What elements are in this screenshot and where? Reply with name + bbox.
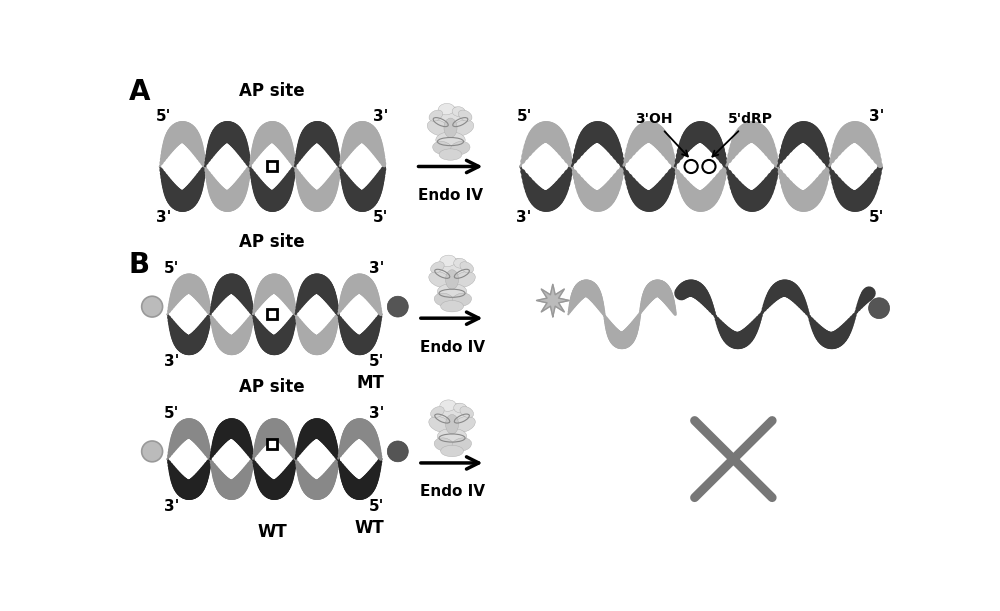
Ellipse shape [434,293,454,306]
Ellipse shape [453,416,475,432]
Polygon shape [537,284,569,316]
Ellipse shape [436,132,465,148]
Ellipse shape [452,107,465,117]
Ellipse shape [440,400,456,411]
Ellipse shape [431,262,444,273]
Ellipse shape [452,438,472,451]
Ellipse shape [444,118,457,137]
Ellipse shape [454,403,467,413]
Text: WT: WT [355,519,385,537]
Text: 5': 5' [373,210,388,225]
Circle shape [387,441,408,462]
Ellipse shape [439,149,462,160]
Bar [267,439,277,448]
Ellipse shape [454,258,467,268]
Text: 5'dRP: 5'dRP [712,112,773,156]
Text: 3': 3' [373,109,388,124]
Ellipse shape [460,406,474,418]
Ellipse shape [460,262,474,273]
Bar [267,161,277,172]
Text: B: B [129,251,150,279]
Text: A: A [129,78,150,106]
Circle shape [142,441,163,462]
Text: AP site: AP site [239,81,305,100]
Text: 5': 5' [369,499,385,514]
Bar [267,309,277,320]
Text: 3': 3' [369,406,385,420]
Ellipse shape [441,445,463,456]
Circle shape [387,296,408,317]
Ellipse shape [436,403,468,424]
Ellipse shape [453,272,475,287]
Text: Endo IV: Endo IV [418,188,483,203]
Ellipse shape [452,293,472,306]
Text: 5': 5' [369,354,385,370]
Ellipse shape [446,414,459,434]
Text: Endo IV: Endo IV [420,340,485,355]
Circle shape [869,298,890,318]
Text: 3': 3' [869,109,885,124]
Text: 3': 3' [164,499,179,514]
Text: 5': 5' [164,261,179,276]
Ellipse shape [429,416,451,432]
Circle shape [685,160,698,173]
Ellipse shape [440,255,456,266]
Ellipse shape [458,110,472,121]
Ellipse shape [451,141,470,155]
Ellipse shape [429,272,451,287]
Text: Endo IV: Endo IV [420,485,485,500]
Ellipse shape [433,141,452,155]
Ellipse shape [437,284,467,300]
Ellipse shape [437,428,467,444]
Ellipse shape [435,107,466,128]
Text: MT: MT [357,375,385,392]
Circle shape [702,160,716,173]
Text: 3': 3' [156,210,171,225]
Ellipse shape [429,110,443,121]
Ellipse shape [431,406,444,418]
Text: 5': 5' [869,210,885,225]
Text: 3'OH: 3'OH [635,112,688,156]
Ellipse shape [441,301,463,312]
Text: 3': 3' [516,210,532,225]
Ellipse shape [436,258,468,279]
Text: 5': 5' [164,406,179,420]
Ellipse shape [438,103,455,115]
Ellipse shape [446,269,459,289]
Text: WT: WT [257,522,287,541]
Text: AP site: AP site [239,233,305,251]
Text: 5': 5' [156,109,171,124]
Text: AP site: AP site [239,378,305,396]
Ellipse shape [452,120,474,136]
Ellipse shape [434,438,454,451]
Text: 3': 3' [369,261,385,276]
Text: 5': 5' [516,109,532,124]
Circle shape [142,296,163,317]
Text: 3': 3' [164,354,179,370]
Ellipse shape [427,120,449,136]
